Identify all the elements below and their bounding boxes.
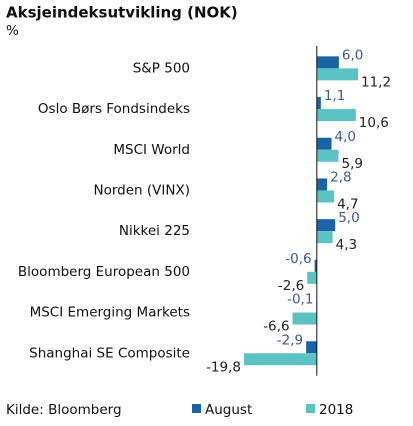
value-label: 4,7 bbox=[337, 196, 358, 212]
bar bbox=[292, 312, 317, 325]
category-label: Shanghai SE Composite bbox=[29, 345, 190, 361]
category-label: Bloomberg European 500 bbox=[18, 264, 190, 280]
legend-swatch bbox=[192, 404, 201, 413]
value-label: -0,6 bbox=[285, 251, 311, 267]
bar bbox=[314, 259, 317, 272]
bar bbox=[316, 137, 332, 150]
value-label: -2,6 bbox=[278, 278, 304, 294]
chart-title: Aksjeindeksutvikling (NOK) bbox=[6, 4, 238, 22]
category-label: S&P 500 bbox=[133, 60, 190, 76]
value-label: -19,8 bbox=[206, 359, 241, 375]
legend-swatch bbox=[306, 404, 315, 413]
bar bbox=[316, 219, 336, 232]
bar bbox=[316, 149, 339, 162]
legend-label: 2018 bbox=[319, 402, 353, 418]
category-label: MSCI Emerging Markets bbox=[30, 305, 190, 321]
bar bbox=[316, 97, 321, 110]
value-label: 5,9 bbox=[342, 156, 363, 172]
source: Kilde: Bloomberg bbox=[6, 402, 122, 418]
category-label: Nikkei 225 bbox=[119, 223, 190, 239]
bar bbox=[316, 231, 333, 244]
value-label: 4,0 bbox=[335, 129, 356, 145]
bar bbox=[244, 353, 317, 366]
value-label: 2,8 bbox=[330, 169, 351, 185]
value-label: -2,9 bbox=[277, 332, 303, 348]
category-label: MSCI World bbox=[113, 142, 190, 158]
bar bbox=[316, 56, 339, 69]
value-label: 10,6 bbox=[359, 115, 389, 131]
legend-label: August bbox=[205, 402, 252, 418]
bar bbox=[316, 190, 335, 203]
value-label: 1,1 bbox=[324, 88, 345, 104]
category-label: Norden (VINX) bbox=[94, 182, 191, 198]
value-label: 5,0 bbox=[338, 210, 359, 226]
value-label: 4,3 bbox=[336, 237, 357, 253]
chart-subtitle: % bbox=[6, 23, 19, 39]
value-label: 11,2 bbox=[361, 74, 391, 90]
bar bbox=[307, 271, 317, 284]
bar bbox=[316, 68, 358, 81]
value-label: 6,0 bbox=[342, 47, 363, 63]
value-label: -0,1 bbox=[287, 292, 313, 308]
bar bbox=[316, 178, 328, 191]
value-label: -6,6 bbox=[263, 319, 289, 335]
category-label: Oslo Børs Fondsindeks bbox=[38, 101, 190, 117]
bar bbox=[306, 341, 317, 354]
bar bbox=[316, 109, 356, 122]
